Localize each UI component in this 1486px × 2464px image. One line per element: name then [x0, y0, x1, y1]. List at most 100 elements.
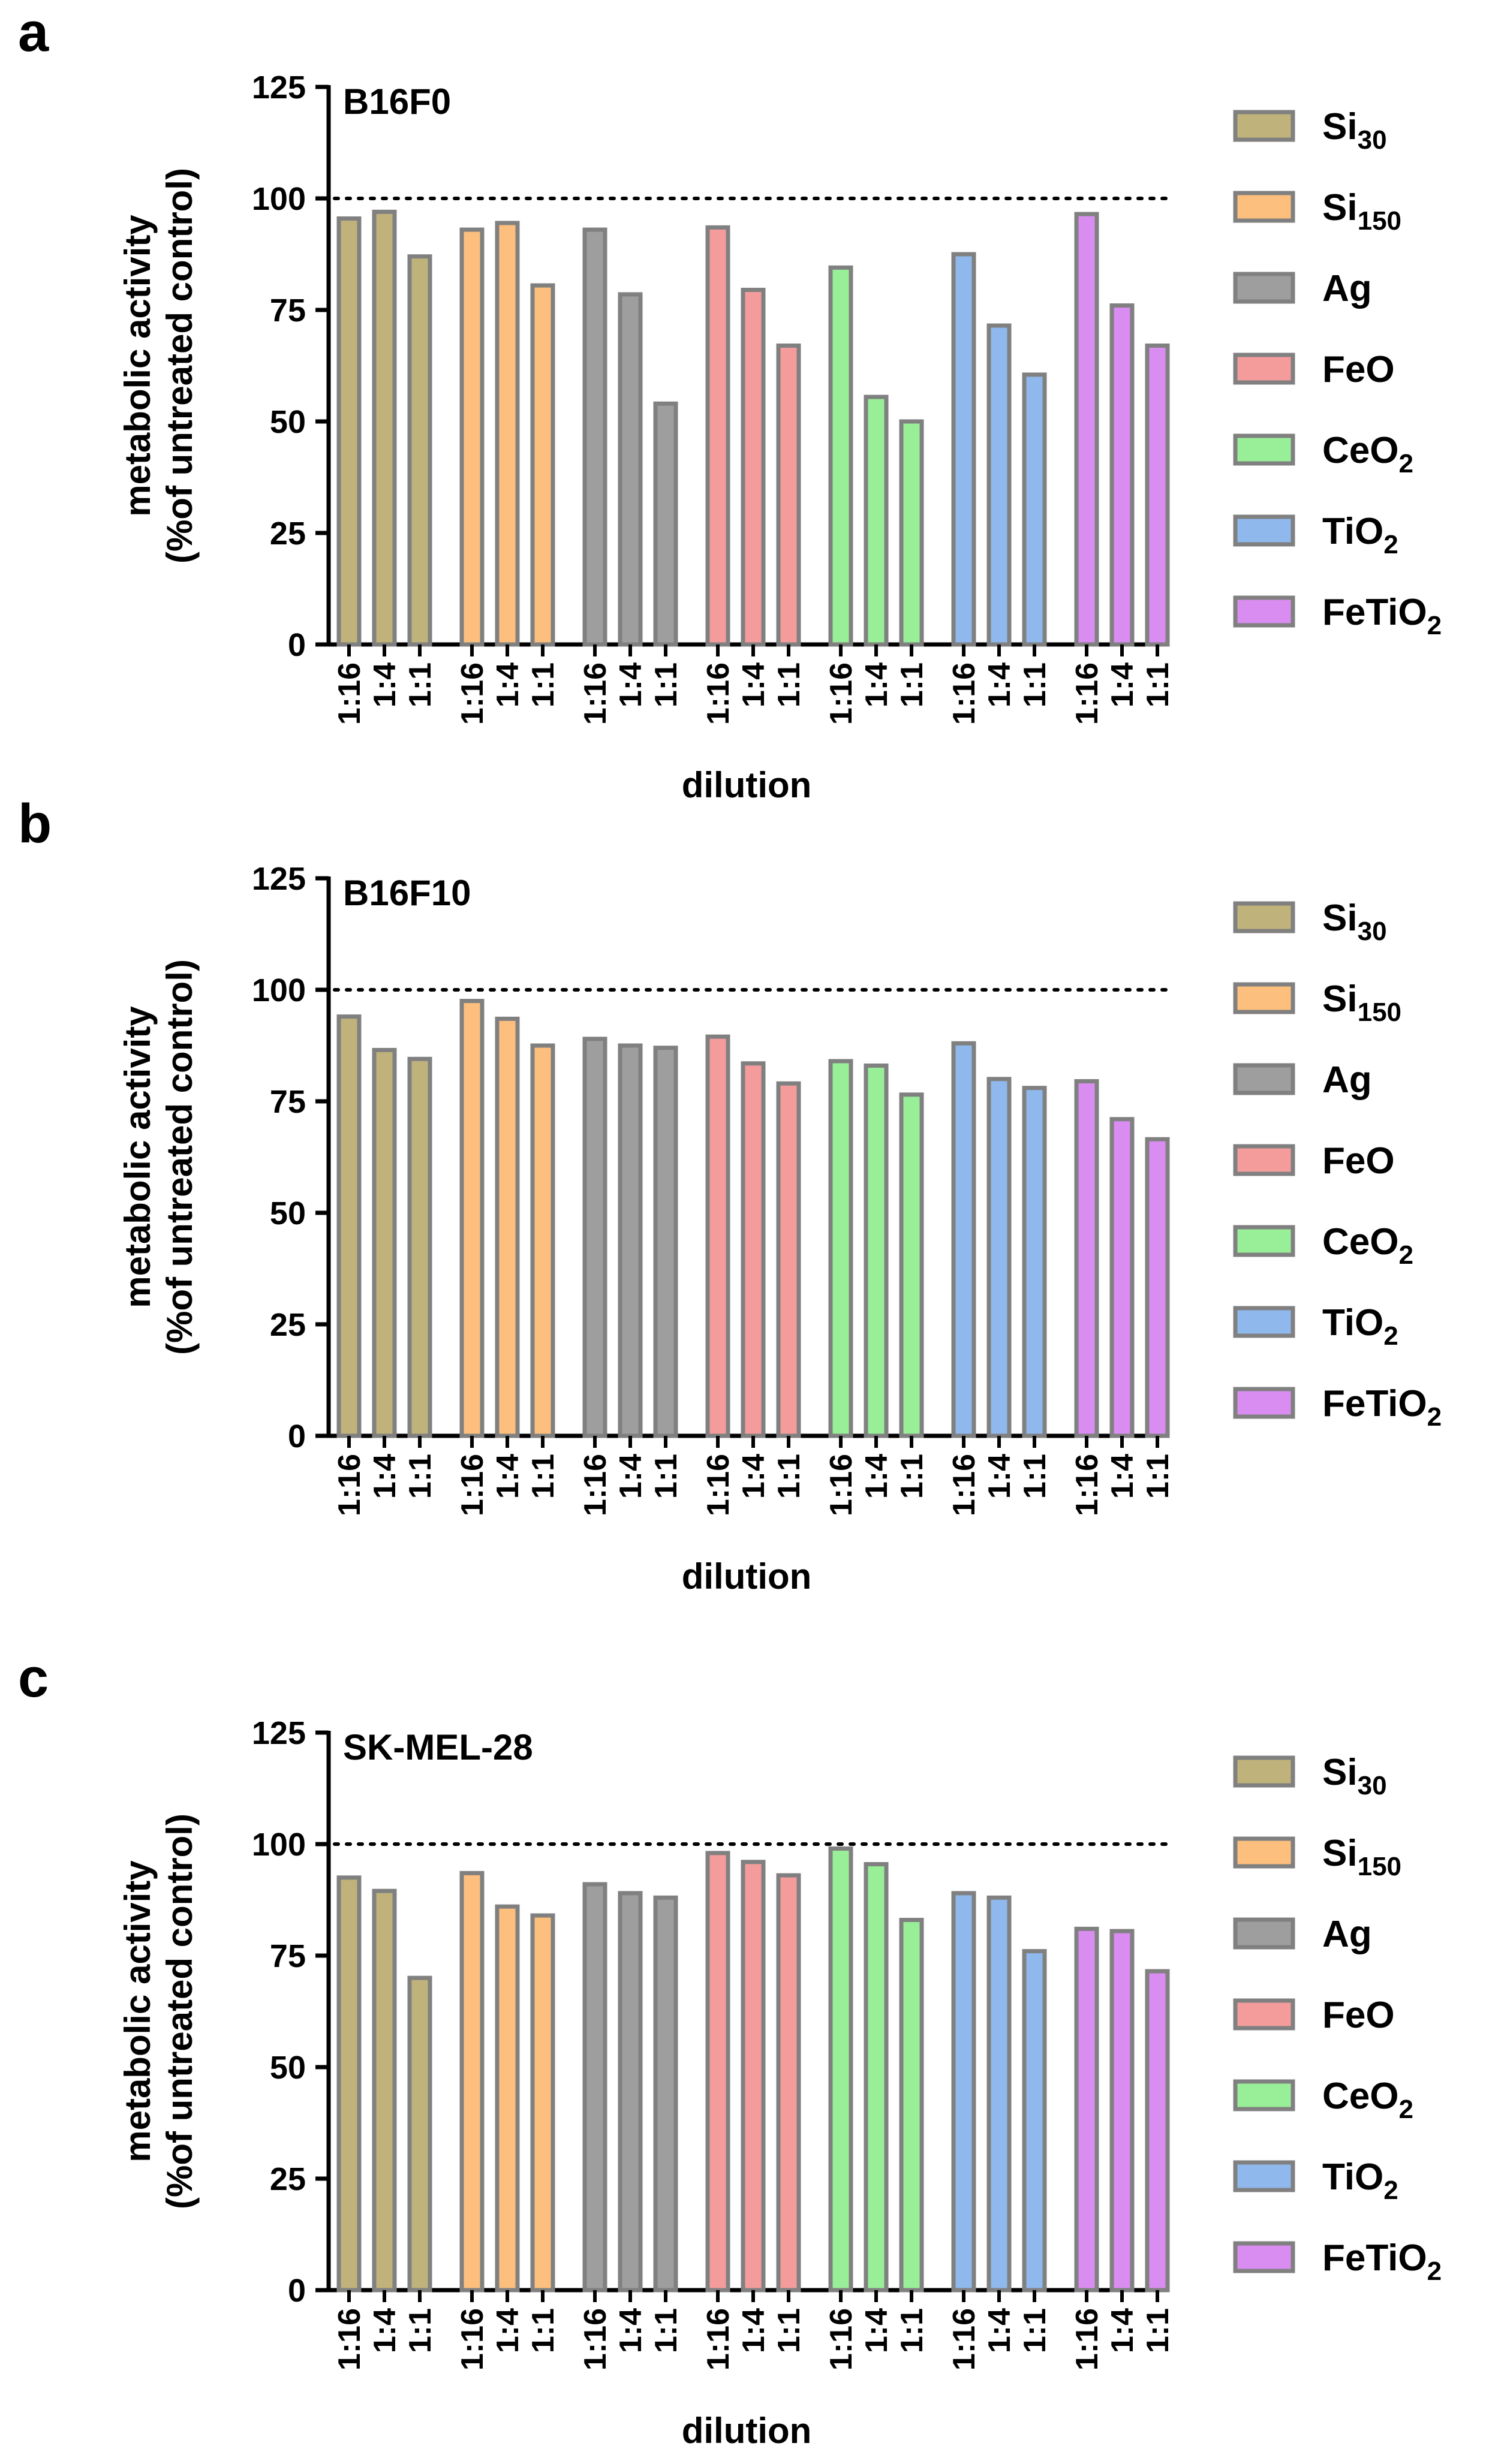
- legend-label: Ag: [1322, 1914, 1372, 1955]
- y-axis-title: metabolic activity (%of untreated control…: [118, 168, 200, 564]
- legend-label: FeO: [1322, 1995, 1395, 2036]
- y-tick-label: 25: [270, 1307, 306, 1343]
- bar-FeO-1:1: [776, 344, 801, 647]
- bar-Si30-1:4: [372, 209, 397, 647]
- legend-swatch: [1233, 1387, 1295, 1419]
- x-tick-label: 1:16: [824, 1454, 859, 1516]
- x-tick-label: 1:1: [1018, 662, 1052, 707]
- legend-label: CeO2: [1322, 430, 1413, 478]
- x-tick-label: 1:1: [526, 1454, 561, 1499]
- x-tick-label: 1:1: [1141, 2308, 1175, 2353]
- legend-label: TiO2: [1322, 2156, 1398, 2205]
- legend-label: FeO: [1322, 349, 1395, 390]
- x-tick-label: 1:4: [982, 2308, 1017, 2353]
- bar-Si30-1:4: [372, 1888, 397, 2293]
- y-axis-title-line: (%of untreated control): [160, 1814, 200, 2209]
- bar-Si30-1:1: [407, 1975, 432, 2293]
- x-tick-label: 1:4: [1105, 1454, 1140, 1499]
- bar-Si150-1:4: [495, 1904, 520, 2293]
- x-tick-label: 1:16: [947, 662, 982, 725]
- y-tick-label: 50: [270, 1195, 306, 1231]
- x-tick-label: 1:4: [368, 662, 402, 707]
- x-tick-label: 1:16: [1070, 1454, 1105, 1516]
- bar-Si150-1:1: [530, 1913, 555, 2293]
- bar-TiO2-1:16: [951, 1041, 976, 1438]
- bar-Si30-1:4: [372, 1047, 397, 1438]
- x-tick-label: 1:4: [859, 1454, 894, 1499]
- panel-c: c SK-MEL-28 metabolic activity (%of untreat…: [18, 1647, 1442, 2451]
- y-tick-label: 100: [252, 972, 306, 1008]
- x-tick-label: 1:16: [1070, 2308, 1105, 2370]
- x-tick-label: 1:16: [455, 662, 490, 725]
- x-tick-label: 1:16: [701, 2308, 736, 2370]
- legend: Si30 Si150 Ag FeO CeO2 TiO2 FeTiO2: [1233, 897, 1442, 1432]
- y-tick-label: 100: [252, 181, 306, 217]
- x-tick-label: 1:16: [701, 662, 736, 725]
- bar-FeTiO2-1:16: [1074, 1926, 1099, 2293]
- legend-label: Si150: [1322, 187, 1401, 236]
- y-tick-label: 125: [252, 70, 306, 106]
- legend-swatch: [1233, 901, 1295, 933]
- x-tick-label: 1:4: [491, 1454, 525, 1499]
- x-tick-label: 1:16: [1070, 662, 1105, 725]
- legend-label: Si150: [1322, 978, 1401, 1027]
- x-tick-label: 1:1: [526, 662, 561, 707]
- y-tick-label: 50: [270, 2050, 306, 2086]
- legend-label: FeTiO2: [1322, 2237, 1442, 2286]
- legend-swatch: [1233, 514, 1295, 547]
- bar-Ag-1:1: [653, 1046, 678, 1438]
- bar-CeO2-1:16: [828, 1059, 853, 1438]
- bar-FeO-1:16: [705, 225, 730, 647]
- x-tick-label: 1:16: [824, 2308, 859, 2370]
- x-tick-label: 1:4: [736, 662, 771, 707]
- bar-CeO2-1:1: [899, 1917, 924, 2293]
- bar-FeO-1:4: [741, 1061, 766, 1438]
- legend-swatch: [1233, 353, 1295, 385]
- x-tick-label: 1:1: [1018, 2308, 1052, 2353]
- y-tick-label: 100: [252, 1827, 306, 1863]
- bar-CeO2-1:4: [864, 1063, 889, 1438]
- x-tick-label: 1:16: [947, 2308, 982, 2370]
- bar-FeTiO2-1:1: [1145, 1137, 1170, 1438]
- x-tick-label: 1:1: [772, 1454, 807, 1499]
- y-axis-title-line: metabolic activity: [118, 215, 158, 517]
- x-tick-label: 1:16: [455, 1454, 490, 1516]
- x-tick-label: 1:1: [895, 2308, 929, 2353]
- legend: Si30 Si150 Ag FeO CeO2 TiO2 FeTiO2: [1233, 106, 1442, 640]
- chart-title: B16F0: [343, 82, 451, 122]
- bar-Ag-1:16: [582, 227, 607, 647]
- bar-FeTiO2-1:1: [1145, 344, 1170, 647]
- x-tick-label: 1:1: [526, 2308, 561, 2353]
- y-tick-label: 125: [252, 861, 306, 897]
- bar-TiO2-1:16: [951, 252, 976, 647]
- legend-label: FeTiO2: [1322, 1383, 1442, 1432]
- x-tick-label: 1:4: [368, 1454, 402, 1499]
- x-tick-label: 1:16: [332, 662, 367, 725]
- bar-Si150-1:16: [459, 1870, 485, 2293]
- legend-swatch: [1233, 2241, 1295, 2273]
- x-tick-label: 1:1: [1141, 662, 1175, 707]
- bar-Ag-1:4: [618, 1043, 643, 1438]
- x-tick-label: 1:16: [578, 2308, 613, 2370]
- legend-swatch: [1233, 1917, 1295, 1950]
- panel-a: a B16F0 metabolic activity (%of untreated c…: [18, 2, 1442, 805]
- y-tick-label: 25: [270, 2161, 306, 2197]
- bar-TiO2-1:1: [1022, 372, 1047, 647]
- legend-swatch: [1233, 1998, 1295, 2031]
- bar-CeO2-1:4: [864, 1861, 889, 2293]
- x-tick-label: 1:16: [578, 662, 613, 725]
- y-axis-title: metabolic activity (%of untreated control…: [118, 1814, 200, 2209]
- x-tick-label: 1:1: [895, 662, 929, 707]
- bar-Ag-1:1: [653, 401, 678, 647]
- legend-swatch: [1233, 2160, 1295, 2192]
- legend-label: Ag: [1322, 1059, 1372, 1101]
- x-tick-label: 1:1: [1018, 1454, 1052, 1499]
- panel-letter: b: [18, 793, 52, 854]
- bar-FeO-1:1: [776, 1081, 801, 1438]
- y-axis-title-line: (%of untreated control): [160, 168, 200, 564]
- legend-label: TiO2: [1322, 511, 1398, 559]
- x-tick-label: 1:16: [701, 1454, 736, 1516]
- bar-FeO-1:16: [705, 1851, 730, 2293]
- x-tick-label: 1:4: [613, 662, 648, 707]
- chart-title: B16F10: [343, 873, 471, 913]
